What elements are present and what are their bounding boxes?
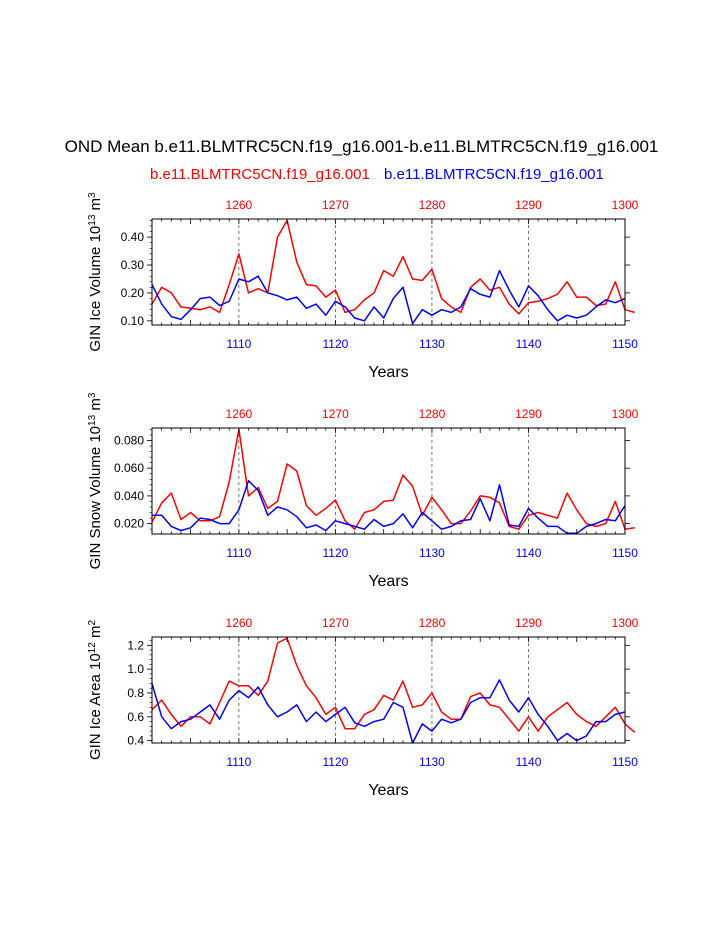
panel3-ytick-label: 0.4 <box>127 734 144 748</box>
panel1-xtick-label-bottom: 1110 <box>226 337 251 351</box>
panel2-ylabel-text: m <box>87 398 104 415</box>
panel3-xtick-label-bottom: 1150 <box>612 755 638 769</box>
legend-blue-label: b.e11.BLMTRC5CN.f19_g16.001 <box>384 166 604 183</box>
panel3-ylabel-text: GIN Ice Area 10 <box>87 653 104 760</box>
panel2-xtick-label-bottom: 1130 <box>419 546 445 560</box>
panel2-series-blue <box>152 479 626 535</box>
panel2-ylabel: GIN Snow Volume 1013 m3 <box>87 392 105 569</box>
panel3-ylabel-superscript: 12 <box>87 642 98 654</box>
panel2-ytick-label: 0.020 <box>114 517 144 531</box>
panel3-series-red <box>151 637 636 733</box>
panel2-ylabel-superscript: 3 <box>87 392 98 398</box>
panel1-xtick-label-top: 1270 <box>322 198 349 212</box>
panel1-xtick-label-bottom: 1120 <box>323 337 349 351</box>
panel3-xtick-label-bottom: 1140 <box>516 755 542 769</box>
panel3-xtick-label-top: 1270 <box>322 616 349 630</box>
panel3-series-blue <box>151 679 626 744</box>
panel2-ytick-label: 0.080 <box>114 433 144 447</box>
panel2-xtick-label-top: 1300 <box>612 407 639 421</box>
panel2-xtick-label-top: 1270 <box>322 407 349 421</box>
panel3-ytick-label: 0.6 <box>127 710 144 724</box>
panel1-xtick-label-top: 1290 <box>515 198 542 212</box>
panel3-xtick-label-top: 1290 <box>515 616 542 630</box>
panel3-ylabel: GIN Ice Area 1012 m2 <box>87 620 105 761</box>
panel1-frame <box>151 218 626 326</box>
panel1-xtick-label-bottom: 1140 <box>516 337 542 351</box>
panel2-xtick-label-bottom: 1140 <box>516 546 542 560</box>
panel3-ylabel-text: m <box>87 626 104 643</box>
panel3-ytick-label: 1.2 <box>127 638 144 652</box>
panel3-xtick-label-top: 1260 <box>226 616 253 630</box>
panel3-xtick-label-top: 1300 <box>612 616 639 630</box>
panel2-ytick-label: 0.040 <box>114 489 144 503</box>
panel3-frame <box>151 636 626 744</box>
panel1-xtick-label-top: 1280 <box>419 198 446 212</box>
legend-red-label: b.e11.BLMTRC5CN.f19_g16.001 <box>150 166 370 183</box>
panel1-xtick-label-top: 1300 <box>612 198 639 212</box>
panel1-ytick-label: 0.30 <box>121 258 145 272</box>
panel3-xtick-label-bottom: 1120 <box>323 755 349 769</box>
panel1-xtick-label-top: 1260 <box>226 198 253 212</box>
panel1-series-red <box>151 219 635 315</box>
panel2-ylabel-text: GIN Snow Volume 10 <box>87 426 104 569</box>
panel2-xtick-label-top: 1290 <box>515 407 542 421</box>
panel3-xtick-label-bottom: 1130 <box>419 755 445 769</box>
panel2-xtick-label-bottom: 1110 <box>226 546 251 560</box>
panel2-ylabel-superscript: 13 <box>87 414 98 426</box>
panel1-xtick-label-bottom: 1130 <box>419 337 445 351</box>
panel1-xtick-label-bottom: 1150 <box>612 337 638 351</box>
panel3-ytick-label: 0.8 <box>127 686 144 700</box>
chart-title: OND Mean b.e11.BLMTRC5CN.f19_g16.001-b.e… <box>64 137 659 156</box>
panel1-ytick-label: 0.20 <box>121 286 145 300</box>
panel3-ytick-label: 1.0 <box>127 662 144 676</box>
panel2-xtick-label-top: 1260 <box>226 407 253 421</box>
panel3-ylabel-superscript: 2 <box>87 620 98 626</box>
panel2-frame <box>151 427 626 535</box>
panel2-xtick-label-bottom: 1150 <box>612 546 638 560</box>
panel1-ylabel-text: m <box>87 198 104 215</box>
panel1-series-blue <box>151 269 626 325</box>
panel1-ytick-label: 0.10 <box>121 314 145 328</box>
panel2-xlabel: Years <box>368 573 408 590</box>
panel1-ylabel-superscript: 13 <box>87 214 98 226</box>
panel2-ytick-label: 0.060 <box>114 461 144 475</box>
panel3-xtick-label-bottom: 1110 <box>226 755 251 769</box>
panel1-xlabel: Years <box>368 364 408 381</box>
panel2-series-red <box>151 428 635 530</box>
panel2-xtick-label-bottom: 1120 <box>323 546 349 560</box>
panel1-ylabel-superscript: 3 <box>87 192 98 198</box>
panel1-ylabel: GIN Ice Volume 1013 m3 <box>87 192 105 352</box>
panel1-ytick-label: 0.40 <box>121 230 145 244</box>
panel2-xtick-label-top: 1280 <box>419 407 446 421</box>
panel3-xtick-label-top: 1280 <box>419 616 446 630</box>
panel3-xlabel: Years <box>368 782 408 799</box>
panel1-ylabel-text: GIN Ice Volume 10 <box>87 226 104 352</box>
